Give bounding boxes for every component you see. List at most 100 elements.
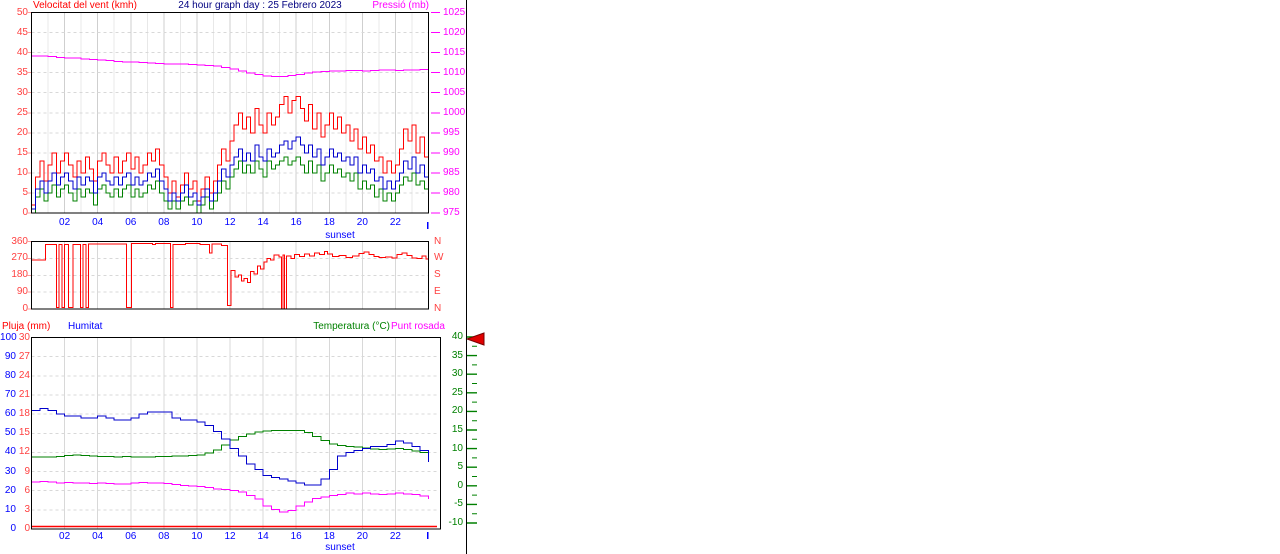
temperature-pointer-icon xyxy=(465,332,485,346)
pressure-tick-label: 1005 xyxy=(443,86,466,98)
pressure-tick-label: 985 xyxy=(443,166,460,178)
hour-tick-label: 02 xyxy=(59,531,71,542)
hour-tick-label: 12 xyxy=(224,531,236,542)
wind-chart-frame xyxy=(31,12,429,214)
hour-tick-label: 16 xyxy=(290,531,302,542)
compass-tick-label: N xyxy=(434,235,442,247)
wind-axis-title: Velocitat del vent (kmh) xyxy=(33,0,137,11)
axis-end-tick xyxy=(427,222,429,229)
humidity-tick-label: 20 xyxy=(4,484,16,496)
humidity-tick-label: 60 xyxy=(4,408,16,420)
humidity-tick-label: 100 xyxy=(0,331,17,343)
temperature-tick-label: 20 xyxy=(451,405,463,417)
temperature-tick-label: 5 xyxy=(457,461,463,473)
compass-tick-label: W xyxy=(434,252,444,264)
hour-tick-label: 22 xyxy=(389,217,401,228)
graph-title: 24 hour graph day : 25 Febrero 2023 xyxy=(178,0,342,11)
direction-deg-tick-label: 180 xyxy=(11,269,28,281)
humidity-tick-label: 90 xyxy=(4,350,16,362)
rain-tick-label: 27 xyxy=(18,350,30,362)
hour-tick-label: 10 xyxy=(191,217,203,228)
pressure-tick-label: 1025 xyxy=(443,6,466,18)
grid-horizontal-bottom xyxy=(31,356,440,511)
rain-tick-label: 21 xyxy=(18,388,30,400)
hour-tick-label: 12 xyxy=(224,217,236,228)
humidity-tick-label: 0 xyxy=(10,523,16,534)
temperature-tick-label: 35 xyxy=(451,349,463,361)
hour-tick-label: 16 xyxy=(290,217,302,228)
hour-tick-label: 08 xyxy=(158,531,170,542)
sunset-label: sunset xyxy=(325,230,355,241)
rain-tick-label: 6 xyxy=(24,484,30,496)
temperature-tick-label: 25 xyxy=(451,386,463,398)
rain-tick-label: 12 xyxy=(18,446,30,458)
window-divider xyxy=(466,0,467,554)
wind-speed-tick-label: 20 xyxy=(16,126,28,138)
pressure-tick-label: 980 xyxy=(443,186,460,198)
humidity-tick-label: 40 xyxy=(4,446,16,458)
humidity-tick-label: 30 xyxy=(4,465,16,477)
grid-horizontal-direction xyxy=(31,257,429,293)
hour-tick-label: 10 xyxy=(191,531,203,542)
rain-tick-label: 15 xyxy=(18,427,30,439)
compass-tick-label: N xyxy=(434,303,442,314)
pressure-tick-label: 1020 xyxy=(443,26,466,38)
rain-tick-label: 3 xyxy=(24,503,30,515)
wind-speed-tick-label: 10 xyxy=(16,166,28,178)
temperature-tick-label: 30 xyxy=(451,368,463,380)
wind-speed-kmh-line xyxy=(31,136,429,210)
wind-direction-line xyxy=(31,242,429,309)
dewpoint-c-line xyxy=(31,480,429,513)
hour-tick-label: 02 xyxy=(59,217,71,228)
temperature-scale-minor-ticks xyxy=(472,345,477,515)
direction-axis-ticks xyxy=(27,241,31,310)
hour-tick-label: 20 xyxy=(356,217,368,228)
humidity-tick-label: 70 xyxy=(4,388,16,400)
bottom-chart-frame xyxy=(31,337,441,530)
temperature-tick-label: 40 xyxy=(451,331,463,342)
wind-axis-ticks xyxy=(27,12,31,214)
wind-speed-tick-label: 50 xyxy=(16,6,28,18)
pressure-axis-ticks xyxy=(431,12,440,214)
temperature-tick-label: 0 xyxy=(457,479,463,491)
wind-speed-tick-label: 35 xyxy=(16,66,28,78)
pressure-tick-label: 1015 xyxy=(443,46,466,58)
pressure-line xyxy=(31,55,429,78)
hour-tick-label: 04 xyxy=(92,217,104,228)
temperature-tick-label: -10 xyxy=(448,517,463,528)
humidity-tick-label: 10 xyxy=(4,503,16,515)
direction-deg-tick-label: 0 xyxy=(22,303,28,314)
direction-deg-tick-label: 90 xyxy=(16,286,28,298)
pressure-axis-title: Pressió (mb) xyxy=(372,0,429,11)
wind-speed-tick-label: 40 xyxy=(16,46,28,58)
temperature-tick-label: 10 xyxy=(451,442,463,454)
direction-deg-tick-label: 270 xyxy=(11,252,28,264)
humidity-pct-line xyxy=(31,407,429,486)
hour-tick-label: 04 xyxy=(92,531,104,542)
axis-end-tick xyxy=(427,532,429,539)
compass-tick-label: S xyxy=(434,269,441,281)
rain-tick-label: 9 xyxy=(24,465,30,477)
hour-tick-label: 14 xyxy=(257,531,269,542)
wind-speed-tick-label: 0 xyxy=(22,207,28,218)
humidity-tick-label: 80 xyxy=(4,369,16,381)
sunset-label: sunset xyxy=(325,542,355,553)
rain-tick-label: 18 xyxy=(18,408,30,420)
hour-tick-label: 14 xyxy=(257,217,269,228)
dewpoint-axis-title: Punt rosada xyxy=(391,321,445,332)
wind-speed-tick-label: 25 xyxy=(16,106,28,118)
humidity-axis-title: Humitat xyxy=(68,321,103,332)
rain-tick-label: 30 xyxy=(18,331,30,343)
compass-tick-label: E xyxy=(434,286,441,298)
pressure-tick-label: 990 xyxy=(443,146,460,158)
temperature-axis-title: Temperatura (°C) xyxy=(313,321,390,332)
hour-tick-label: 20 xyxy=(356,531,368,542)
wind-speed-tick-label: 5 xyxy=(22,186,28,198)
hour-tick-label: 08 xyxy=(158,217,170,228)
pressure-tick-label: 975 xyxy=(443,207,460,218)
hour-tick-label: 18 xyxy=(323,531,335,542)
hour-tick-label: 06 xyxy=(125,217,137,228)
pressure-tick-label: 1010 xyxy=(443,66,466,78)
